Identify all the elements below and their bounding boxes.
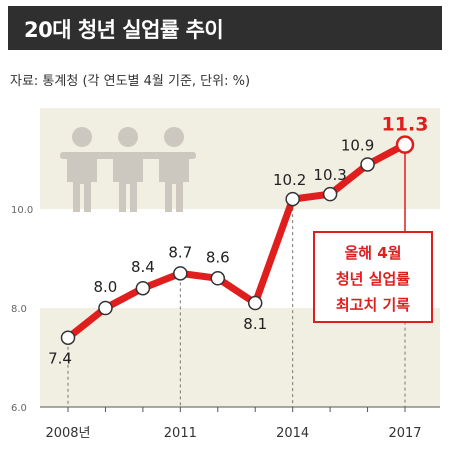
x-tick-label: 2008년	[45, 426, 90, 441]
person-body	[67, 152, 97, 212]
data-label: 10.3	[313, 166, 346, 184]
data-label: 8.0	[94, 278, 118, 296]
y-axis: 6.0 8.0 10.0	[11, 205, 33, 414]
y-tick-label: 6.0	[11, 403, 27, 414]
source-note: 자료: 통계청 (각 연도별 4월 기준, 단위: %)	[10, 74, 251, 89]
data-series	[60, 135, 415, 407]
title-bar: 20대 청년 실업률 추이	[8, 6, 442, 50]
series-line	[65, 141, 407, 341]
callout-box	[313, 231, 433, 323]
callout-text: 올해 4월	[344, 244, 401, 262]
y-tick-label: 10.0	[11, 205, 33, 216]
person-head	[164, 127, 184, 147]
y-tick-label: 8.0	[11, 304, 27, 315]
person-head	[118, 127, 138, 147]
data-label: 8.1	[243, 315, 267, 333]
callout-text: 최고치 기록	[336, 296, 410, 314]
x-tick-label: 2014	[276, 426, 309, 441]
data-point	[98, 300, 113, 316]
data-label: 7.4	[48, 350, 72, 368]
data-point	[285, 191, 300, 207]
data-point	[247, 295, 263, 311]
arms	[60, 152, 196, 159]
people-group-icon	[60, 127, 196, 212]
data-point	[395, 135, 415, 154]
data-label: 10.9	[341, 136, 374, 154]
person-body	[113, 152, 143, 212]
data-point	[210, 271, 226, 286]
data-label: 8.4	[131, 258, 155, 276]
person-head	[72, 127, 92, 147]
x-tick-label: 2017	[388, 426, 421, 441]
data-point	[322, 186, 338, 202]
chart-title: 20대 청년 실업률 추이	[24, 18, 224, 42]
data-point	[173, 266, 188, 281]
data-point	[60, 330, 76, 345]
x-tick-label: 2011	[164, 426, 197, 441]
callout-text: 청년 실업률	[336, 270, 410, 288]
data-label: 11.3	[382, 114, 429, 136]
x-axis: 2008년 2011 2014 2017	[40, 406, 440, 441]
data-label: 10.2	[273, 171, 306, 189]
band-bottom	[40, 308, 440, 407]
data-point	[135, 280, 151, 296]
data-label: 8.7	[168, 243, 192, 261]
person-body	[159, 152, 189, 212]
data-point	[360, 157, 375, 172]
data-labels: 7.4 8.0 8.4 8.7 8.6 8.1 10.2 10.3 10.9 11.3	[48, 114, 428, 368]
data-label: 8.6	[206, 248, 230, 266]
